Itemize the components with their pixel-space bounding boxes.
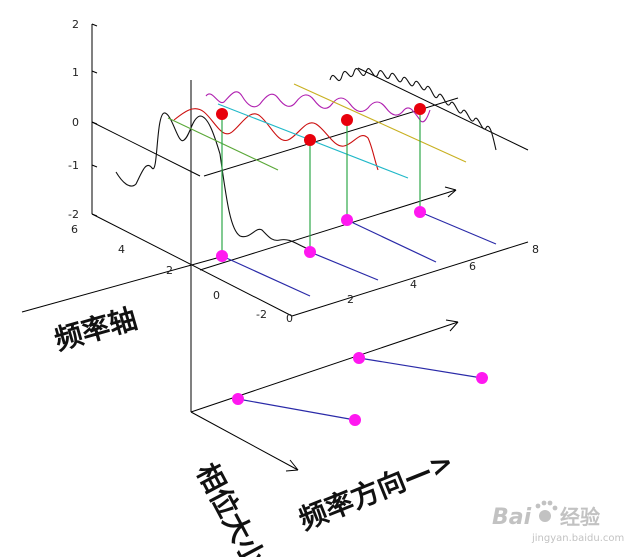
phase-line <box>237 398 356 421</box>
z-tick-label: -1 <box>68 159 79 172</box>
phase-magnitude-label: 相位大小 <box>190 458 272 557</box>
z-tick-label: 1 <box>72 66 79 79</box>
phase-point <box>232 393 244 405</box>
phase-marker-red <box>304 134 316 146</box>
freq-marker-magenta <box>304 246 316 258</box>
phase-point <box>476 372 488 384</box>
x-tick-label: 8 <box>532 243 539 256</box>
upper-amplitude-lines <box>221 211 497 297</box>
upper-stems <box>221 109 421 256</box>
upper-front-arrow-head <box>447 189 457 198</box>
lower-freq-arrow-head <box>445 319 459 323</box>
phase-point <box>353 352 365 364</box>
baidu-watermark: Bai 经验 jingyan.baidu.com <box>492 500 624 544</box>
y-tick-label: 4 <box>118 243 125 256</box>
lower-phase-arrow-head <box>289 459 299 471</box>
wave-yellow <box>293 83 467 163</box>
lower-axes <box>190 319 459 472</box>
phase-marker-red <box>341 114 353 126</box>
amplitude-line <box>346 219 437 263</box>
watermark-brand: Bai <box>492 505 532 530</box>
phase-point <box>349 414 361 426</box>
x-tick-label: 2 <box>347 293 354 306</box>
wave-green <box>167 117 279 171</box>
lower-phase-lines <box>237 357 483 421</box>
watermark-sub: 经验 <box>560 505 600 529</box>
upper-front-arrow-head <box>444 186 457 191</box>
phase-marker-red <box>216 108 228 120</box>
watermark-url: jingyan.baidu.com <box>531 533 624 544</box>
lower-phase-axis <box>190 411 299 471</box>
composite-wave-black <box>115 112 307 249</box>
upper-3d-axes <box>21 24 529 412</box>
x-tick-label: 6 <box>469 260 476 273</box>
freq-axis-label: 频率轴 <box>51 302 141 357</box>
zero-line <box>91 121 201 177</box>
x-tick-label: 0 <box>286 312 293 325</box>
z-tick-marks <box>91 23 98 217</box>
z-tick-label: -2 <box>68 208 79 221</box>
amplitude-line <box>221 255 311 297</box>
paw-logo-icon <box>535 500 558 522</box>
lower-magenta-markers <box>232 352 488 426</box>
front-axis <box>199 189 457 271</box>
freq-marker-magenta <box>341 214 353 226</box>
y-tick-label: 2 <box>166 264 173 277</box>
y-tick-label: 0 <box>213 289 220 302</box>
x-axis-line <box>291 241 529 317</box>
wave-black-fine <box>329 68 497 151</box>
lower-freq-arrow-head <box>449 321 459 332</box>
lower-phase-arrow-head <box>285 469 299 472</box>
freq-marker-magenta <box>414 206 426 218</box>
wave-red <box>173 108 379 171</box>
freq-direction-label: 频率方向—> <box>294 445 458 537</box>
x-tick-label: 4 <box>410 278 417 291</box>
y-tick-label: -2 <box>256 308 267 321</box>
amplitude-line <box>309 251 379 281</box>
phase-line <box>358 357 483 379</box>
z-tick-label: 2 <box>72 18 79 31</box>
upper-magenta-markers <box>216 206 426 262</box>
upper-red-markers <box>216 103 426 146</box>
back-axis <box>357 67 529 151</box>
amplitude-line <box>419 211 497 245</box>
phase-marker-red <box>414 103 426 115</box>
z-tick-label: 0 <box>72 116 79 129</box>
freq-axis-long <box>21 255 225 313</box>
freq-marker-magenta <box>216 250 228 262</box>
y-tick-label: 6 <box>71 223 78 236</box>
wave-purple <box>205 91 431 123</box>
